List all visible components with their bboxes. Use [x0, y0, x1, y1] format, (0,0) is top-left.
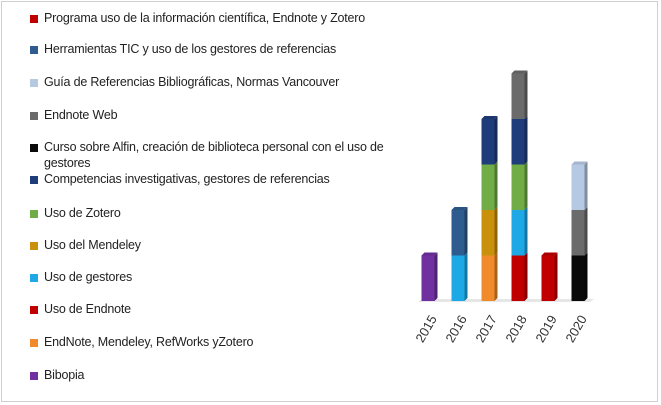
bar-segment: [571, 164, 585, 210]
bar-segment-side: [434, 252, 438, 301]
bar-segment: [481, 255, 495, 301]
x-tick-label: 2015: [412, 312, 439, 345]
legend-entry: Curso sobre Alfin, creación de bibliotec…: [30, 139, 384, 171]
legend-swatch: [30, 144, 38, 152]
legend-swatch: [30, 210, 38, 218]
bar-segment: [571, 210, 585, 256]
legend-swatch: [30, 242, 38, 250]
bar-top: [421, 252, 438, 256]
legend-swatch: [30, 15, 38, 23]
bar-segment-side: [494, 116, 498, 165]
bar-segment-side: [524, 116, 528, 165]
bar-segment: [511, 255, 525, 301]
bar-segment-side: [524, 252, 528, 301]
legend-label: EndNote, Mendeley, RefWorks yZotero: [44, 335, 254, 349]
legend-entry: Uso de Zotero: [30, 205, 384, 221]
bar-top: [511, 70, 528, 74]
legend-label: Guía de Referencias Bibliográficas, Norm…: [44, 75, 340, 89]
bar-segment: [421, 255, 435, 301]
legend-entry: Endnote Web: [30, 107, 384, 123]
bar-segment-side: [464, 252, 468, 301]
bar-segment: [571, 255, 585, 301]
bar-top: [571, 161, 588, 165]
bar-segment-side: [524, 207, 528, 256]
bar-segment: [451, 210, 465, 256]
bar-segment-side: [524, 70, 528, 119]
legend-swatch: [30, 176, 38, 184]
bar-top: [541, 252, 558, 256]
bar-segment-side: [584, 207, 588, 256]
bar-segment: [511, 73, 525, 119]
legend-swatch: [30, 274, 38, 282]
bar-segment-side: [524, 161, 528, 210]
bar-segment-side: [494, 207, 498, 256]
legend-label: Uso del Mendeley: [44, 238, 141, 252]
legend-entry: Guía de Referencias Bibliográficas, Norm…: [30, 74, 384, 90]
x-tick-label: 2019: [532, 312, 559, 345]
bar-segment: [481, 119, 495, 165]
legend-entry: Bibopia: [30, 367, 384, 383]
x-tick-label: 2020: [562, 312, 589, 345]
legend-swatch: [30, 306, 38, 314]
bar-top: [451, 207, 468, 210]
legend-label: Endnote Web: [44, 108, 118, 122]
legend-label: Herramientas TIC y uso de los gestores d…: [44, 42, 337, 56]
legend-entry: Uso de gestores: [30, 269, 384, 285]
legend-entry: Competencias investigativas, gestores de…: [30, 171, 384, 187]
bar-segment-side: [584, 252, 588, 301]
legend-entry: Uso de Endnote: [30, 301, 384, 317]
legend-swatch: [30, 79, 38, 87]
legend-entry: EndNote, Mendeley, RefWorks yZotero: [30, 334, 384, 350]
legend-label: Programa uso de la información científic…: [44, 11, 366, 25]
legend-label: Competencias investigativas, gestores de…: [44, 172, 330, 186]
x-tick-label: 2017: [472, 312, 499, 345]
bar-segment: [481, 210, 495, 256]
legend-swatch: [30, 112, 38, 120]
bar-segment-side: [584, 161, 588, 210]
legend-label: Bibopia: [44, 368, 85, 382]
legend-swatch: [30, 46, 38, 54]
chart-floor: [418, 299, 594, 302]
bar-segment-side: [494, 161, 498, 210]
bar-segment: [511, 164, 525, 210]
x-tick-label: 2018: [502, 312, 529, 345]
bar-segment: [511, 119, 525, 165]
bar-segment-side: [554, 252, 558, 301]
legend-label: Uso de Zotero: [44, 206, 121, 220]
bar-top: [481, 116, 498, 119]
bar-segment: [451, 255, 465, 301]
legend-swatch: [30, 339, 38, 347]
legend-entry: Uso del Mendeley: [30, 237, 384, 253]
legend-entry: Programa uso de la información científic…: [30, 10, 384, 26]
chart-legend: Programa uso de la información científic…: [30, 11, 384, 382]
bar-segment: [511, 210, 525, 256]
x-tick-label: 2016: [442, 312, 469, 345]
bar-segment-side: [464, 207, 468, 256]
legend-label: Uso de Endnote: [44, 302, 131, 316]
bar-segment-side: [494, 252, 498, 301]
bar-segment: [541, 255, 555, 301]
legend-entry: Herramientas TIC y uso de los gestores d…: [30, 41, 384, 57]
legend-swatch: [30, 372, 38, 380]
legend-label: Curso sobre Alfin, creación de bibliotec…: [44, 140, 384, 170]
legend-label: Uso de gestores: [44, 270, 133, 284]
bar-segment: [481, 164, 495, 210]
